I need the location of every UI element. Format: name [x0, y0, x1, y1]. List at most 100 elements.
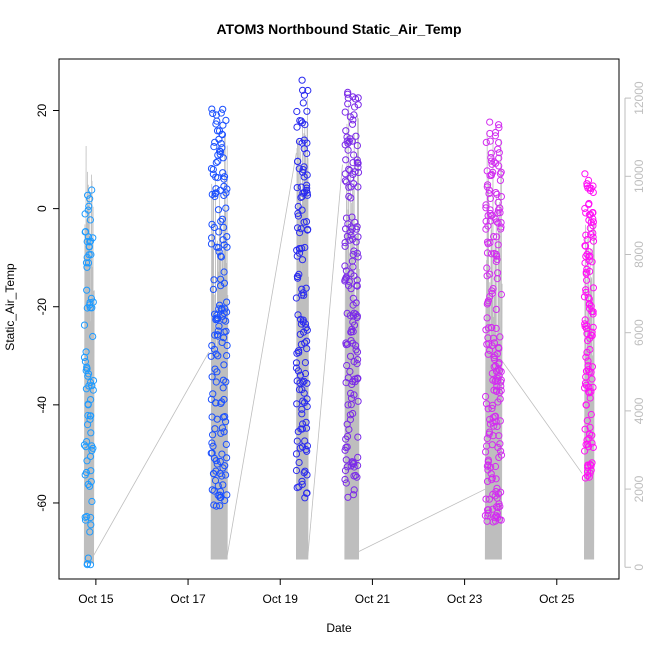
data-point — [301, 243, 309, 252]
data-point — [303, 139, 311, 147]
data-point — [584, 176, 593, 184]
data-point — [293, 484, 301, 492]
data-point — [298, 193, 306, 201]
data-point — [295, 386, 304, 394]
data-point — [492, 305, 500, 313]
data-point — [212, 185, 220, 193]
data-point — [300, 218, 308, 226]
data-point — [212, 120, 220, 128]
data-point — [222, 116, 230, 125]
data-point — [342, 479, 350, 487]
data-point — [352, 132, 360, 140]
data-point — [585, 388, 593, 396]
data-point — [86, 561, 95, 569]
data-point — [485, 190, 493, 198]
data-point — [494, 206, 502, 214]
data-point — [303, 489, 311, 497]
data-point — [347, 401, 355, 409]
data-point — [294, 367, 302, 375]
data-point — [354, 233, 362, 241]
altitude-transit-line — [358, 488, 486, 552]
data-point — [341, 170, 349, 178]
data-point — [223, 298, 231, 306]
data-point — [341, 239, 349, 247]
data-point — [301, 320, 310, 328]
data-point — [586, 184, 594, 192]
data-point — [216, 502, 224, 510]
data-point — [217, 140, 225, 148]
data-point — [584, 357, 592, 365]
altitude-transit-line — [501, 359, 583, 474]
data-point — [492, 159, 500, 167]
x-tick-label: Oct 23 — [447, 592, 483, 606]
data-point — [215, 228, 223, 236]
data-point — [586, 210, 595, 218]
data-point — [341, 242, 349, 250]
x-tick-label: Oct 19 — [263, 592, 299, 606]
data-point — [303, 395, 311, 403]
data-point — [490, 249, 498, 258]
data-point — [217, 399, 225, 408]
data-point — [342, 435, 350, 443]
data-point — [494, 198, 502, 206]
altitude-transit-line — [226, 152, 297, 556]
data-point — [485, 340, 493, 348]
data-point — [354, 159, 362, 167]
data-point — [492, 189, 500, 197]
data-point — [582, 268, 590, 276]
data-point — [303, 326, 311, 334]
data-point — [294, 202, 302, 211]
data-point — [353, 473, 361, 481]
data-point — [293, 123, 301, 131]
data-point — [497, 168, 505, 176]
data-point — [345, 183, 353, 191]
data-point — [82, 468, 91, 477]
data-point — [212, 378, 220, 386]
data-point — [89, 386, 97, 394]
x-tick-label: Oct 17 — [170, 592, 206, 606]
data-point — [83, 560, 92, 568]
altitude-profile-line — [210, 133, 229, 560]
data-point — [588, 258, 596, 266]
data-point — [497, 225, 505, 233]
data-point — [221, 413, 229, 421]
data-point — [353, 281, 361, 289]
data-point — [298, 410, 306, 418]
data-point — [347, 328, 355, 336]
data-point — [216, 147, 224, 155]
data-point — [219, 236, 227, 244]
data-point — [300, 91, 308, 99]
data-point — [223, 185, 231, 193]
data-point — [303, 447, 311, 455]
data-point — [222, 327, 230, 335]
data-point — [497, 387, 505, 395]
data-point — [482, 392, 490, 401]
y2-tick-label: 8000 — [632, 241, 646, 268]
data-point — [304, 86, 312, 95]
data-point — [346, 411, 354, 419]
data-point — [86, 216, 95, 224]
data-point — [219, 312, 227, 320]
data-point — [586, 423, 594, 431]
data-point — [347, 285, 355, 293]
data-point — [343, 232, 351, 240]
data-point — [488, 211, 496, 219]
data-point — [217, 429, 225, 437]
data-point — [344, 401, 352, 409]
data-point — [209, 431, 217, 439]
data-point — [354, 94, 362, 102]
y-tick-label: -60 — [35, 494, 49, 512]
data-point — [354, 461, 362, 470]
data-point — [582, 231, 590, 239]
data-point — [298, 285, 306, 293]
data-point — [492, 488, 500, 496]
data-point — [583, 348, 591, 356]
data-point — [301, 359, 309, 367]
data-point — [219, 105, 227, 113]
data-point — [81, 228, 89, 236]
data-point — [81, 358, 90, 366]
data-point — [299, 378, 307, 386]
data-point — [87, 237, 95, 245]
data-point — [483, 462, 491, 470]
